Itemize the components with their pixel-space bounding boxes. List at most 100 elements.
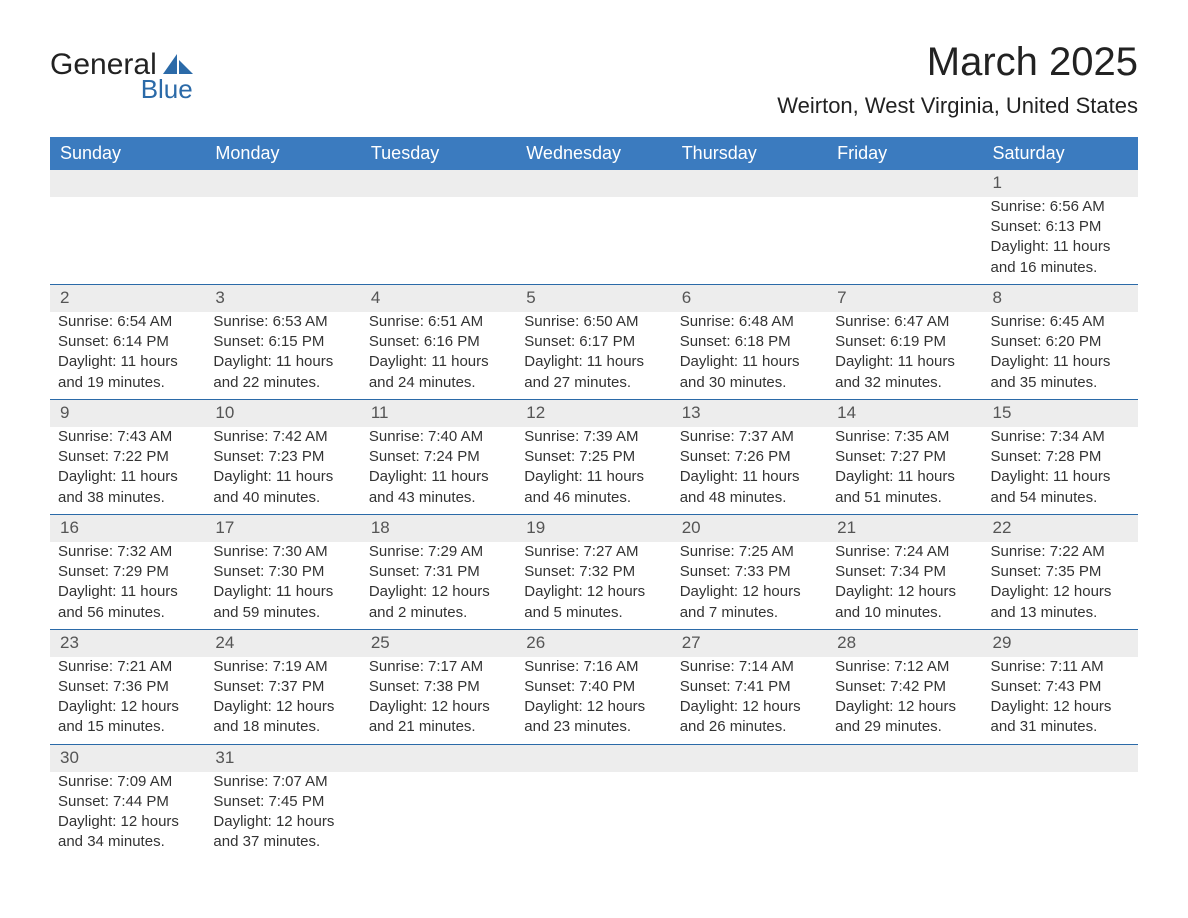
- day-number: 16: [60, 518, 79, 537]
- day-dl2: and 15 minutes.: [58, 717, 197, 737]
- day-sunset: Sunset: 7:44 PM: [58, 792, 197, 812]
- logo-sail-icon: [163, 52, 193, 74]
- day-number-cell: 11: [361, 399, 516, 426]
- day-dl1: Daylight: 11 hours: [369, 467, 508, 487]
- day-detail-cell: Sunrise: 7:30 AMSunset: 7:30 PMDaylight:…: [205, 542, 360, 630]
- day-number: 28: [837, 633, 856, 652]
- day-detail-cell: Sunrise: 7:42 AMSunset: 7:23 PMDaylight:…: [205, 427, 360, 515]
- day-sunrise: Sunrise: 6:51 AM: [369, 312, 508, 332]
- dayhdr-sat: Saturday: [983, 137, 1138, 170]
- day-detail-cell: Sunrise: 7:43 AMSunset: 7:22 PMDaylight:…: [50, 427, 205, 515]
- day-dl2: and 22 minutes.: [213, 373, 352, 393]
- day-number-cell: [827, 744, 982, 771]
- day-number-cell: 2: [50, 284, 205, 311]
- day-dl1: Daylight: 12 hours: [524, 582, 663, 602]
- week-daynum-row: 1: [50, 170, 1138, 197]
- day-detail-cell: Sunrise: 6:48 AMSunset: 6:18 PMDaylight:…: [672, 312, 827, 400]
- day-detail-cell: Sunrise: 7:22 AMSunset: 7:35 PMDaylight:…: [983, 542, 1138, 630]
- day-dl1: Daylight: 11 hours: [524, 352, 663, 372]
- day-sunrise: Sunrise: 7:40 AM: [369, 427, 508, 447]
- day-dl2: and 56 minutes.: [58, 603, 197, 623]
- day-number-cell: 24: [205, 629, 360, 656]
- day-dl2: and 34 minutes.: [58, 832, 197, 852]
- day-dl1: Daylight: 11 hours: [680, 467, 819, 487]
- day-number-cell: 22: [983, 514, 1138, 541]
- logo: General Blue: [50, 50, 193, 102]
- day-sunrise: Sunrise: 7:17 AM: [369, 657, 508, 677]
- logo-text-blue: Blue: [141, 76, 193, 102]
- day-number: 22: [993, 518, 1012, 537]
- day-number-cell: 9: [50, 399, 205, 426]
- day-sunrise: Sunrise: 7:14 AM: [680, 657, 819, 677]
- day-number-cell: 29: [983, 629, 1138, 656]
- day-detail-cell: [672, 197, 827, 285]
- day-number: 2: [60, 288, 69, 307]
- dayhdr-thu: Thursday: [672, 137, 827, 170]
- day-number-cell: [205, 170, 360, 197]
- day-dl1: Daylight: 11 hours: [58, 582, 197, 602]
- day-dl1: Daylight: 11 hours: [991, 352, 1130, 372]
- day-detail-cell: Sunrise: 7:29 AMSunset: 7:31 PMDaylight:…: [361, 542, 516, 630]
- day-sunrise: Sunrise: 6:56 AM: [991, 197, 1130, 217]
- day-sunset: Sunset: 6:20 PM: [991, 332, 1130, 352]
- day-number-cell: 1: [983, 170, 1138, 197]
- day-sunset: Sunset: 7:34 PM: [835, 562, 974, 582]
- day-sunset: Sunset: 7:36 PM: [58, 677, 197, 697]
- day-dl1: Daylight: 12 hours: [835, 582, 974, 602]
- day-number: 18: [371, 518, 390, 537]
- day-detail-cell: Sunrise: 6:47 AMSunset: 6:19 PMDaylight:…: [827, 312, 982, 400]
- day-number: 14: [837, 403, 856, 422]
- day-dl1: Daylight: 11 hours: [58, 352, 197, 372]
- day-detail-cell: [205, 197, 360, 285]
- day-dl2: and 18 minutes.: [213, 717, 352, 737]
- day-detail-cell: Sunrise: 7:21 AMSunset: 7:36 PMDaylight:…: [50, 657, 205, 745]
- calendar-table: Sunday Monday Tuesday Wednesday Thursday…: [50, 137, 1138, 859]
- day-dl2: and 10 minutes.: [835, 603, 974, 623]
- day-sunset: Sunset: 7:43 PM: [991, 677, 1130, 697]
- day-number: 15: [993, 403, 1012, 422]
- day-number-cell: 3: [205, 284, 360, 311]
- location-label: Weirton, West Virginia, United States: [777, 93, 1138, 119]
- day-detail-cell: [50, 197, 205, 285]
- day-sunset: Sunset: 6:16 PM: [369, 332, 508, 352]
- day-detail-cell: Sunrise: 7:09 AMSunset: 7:44 PMDaylight:…: [50, 772, 205, 859]
- day-number-cell: 18: [361, 514, 516, 541]
- day-sunrise: Sunrise: 7:43 AM: [58, 427, 197, 447]
- day-number: 5: [526, 288, 535, 307]
- dayhdr-tue: Tuesday: [361, 137, 516, 170]
- day-number-cell: [516, 744, 671, 771]
- day-dl1: Daylight: 11 hours: [58, 467, 197, 487]
- day-dl2: and 54 minutes.: [991, 488, 1130, 508]
- day-detail-cell: Sunrise: 6:45 AMSunset: 6:20 PMDaylight:…: [983, 312, 1138, 400]
- day-dl1: Daylight: 12 hours: [213, 812, 352, 832]
- day-dl2: and 29 minutes.: [835, 717, 974, 737]
- day-sunset: Sunset: 6:13 PM: [991, 217, 1130, 237]
- header-bar: General Blue March 2025 Weirton, West Vi…: [50, 40, 1138, 119]
- day-sunset: Sunset: 7:45 PM: [213, 792, 352, 812]
- day-number-cell: [361, 170, 516, 197]
- week-daynum-row: 9101112131415: [50, 399, 1138, 426]
- day-number: 10: [215, 403, 234, 422]
- day-dl1: Daylight: 12 hours: [58, 812, 197, 832]
- week-daynum-row: 23242526272829: [50, 629, 1138, 656]
- day-dl2: and 38 minutes.: [58, 488, 197, 508]
- day-number: 20: [682, 518, 701, 537]
- day-sunset: Sunset: 6:14 PM: [58, 332, 197, 352]
- day-dl2: and 24 minutes.: [369, 373, 508, 393]
- day-dl2: and 46 minutes.: [524, 488, 663, 508]
- day-detail-cell: [827, 772, 982, 859]
- day-number-cell: 30: [50, 744, 205, 771]
- day-number-cell: [361, 744, 516, 771]
- day-number: 11: [371, 403, 389, 422]
- day-detail-cell: Sunrise: 7:35 AMSunset: 7:27 PMDaylight:…: [827, 427, 982, 515]
- day-sunset: Sunset: 7:32 PM: [524, 562, 663, 582]
- day-number: 26: [526, 633, 545, 652]
- day-dl2: and 37 minutes.: [213, 832, 352, 852]
- day-sunset: Sunset: 7:33 PM: [680, 562, 819, 582]
- day-dl2: and 35 minutes.: [991, 373, 1130, 393]
- day-number: 30: [60, 748, 79, 767]
- day-sunset: Sunset: 7:27 PM: [835, 447, 974, 467]
- day-number-cell: 6: [672, 284, 827, 311]
- day-detail-cell: [361, 197, 516, 285]
- day-dl1: Daylight: 11 hours: [213, 467, 352, 487]
